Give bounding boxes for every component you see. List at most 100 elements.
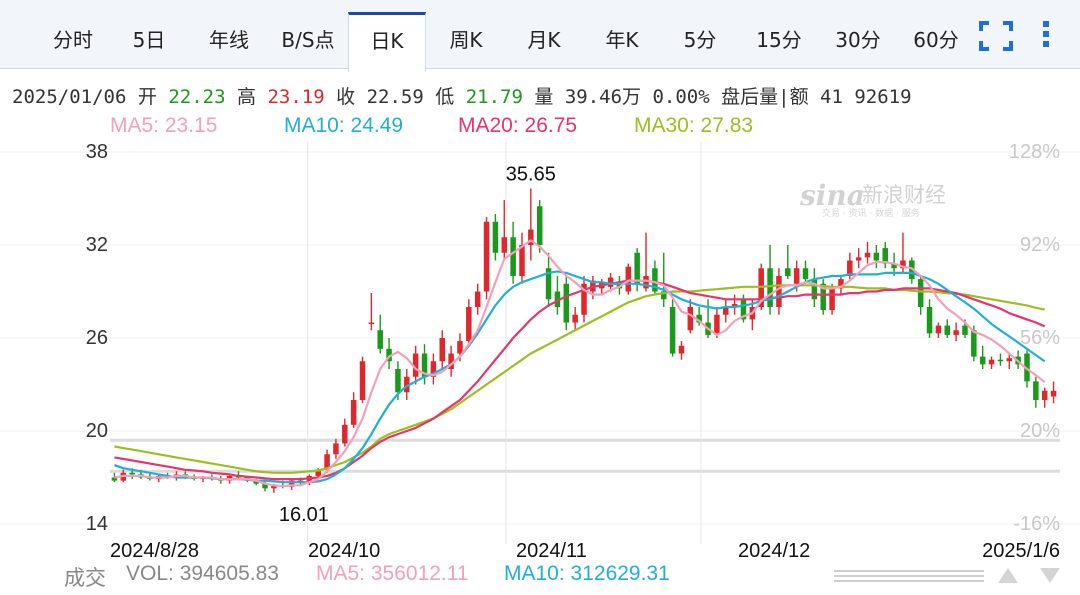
info-high: 23.19 xyxy=(267,86,325,108)
candle-body xyxy=(333,443,339,455)
candle-body xyxy=(900,260,906,269)
candle-body xyxy=(988,359,995,365)
watermark-sub: 交易 · 资讯 · 数据 · 服务 xyxy=(822,207,920,219)
sina-watermark: sina 新浪财经 交易 · 资讯 · 数据 · 服务 xyxy=(799,179,946,219)
candle-body xyxy=(377,330,383,349)
candle-body xyxy=(395,369,401,393)
candle-body xyxy=(669,307,676,354)
tab-monthly-k[interactable]: 月K xyxy=(527,28,561,52)
volume-scroll-dots xyxy=(834,570,984,582)
candle-body xyxy=(1024,353,1030,382)
x-tick-label: 2025/1/6 xyxy=(982,540,1060,562)
candle-body xyxy=(510,237,516,276)
candle-body xyxy=(572,314,578,323)
candle-body xyxy=(731,303,738,307)
candle-body xyxy=(634,252,640,284)
y-tick-label: 32 xyxy=(86,234,108,256)
scroll-up-icon[interactable] xyxy=(996,565,1020,585)
candle-body xyxy=(359,361,366,400)
period-tab-bar: 分时 5日 年线 B/S点 日K 周K 月K 年K 5分 15分 30分 60分 xyxy=(0,0,1080,72)
ohlc-info-row: 2025/01/06 开 22.23 高 23.19 收 22.59 低 21.… xyxy=(12,82,912,109)
candle-body xyxy=(1006,358,1013,362)
info-after-value: 41 92619 xyxy=(820,86,912,108)
y-pct-label: -16% xyxy=(1013,513,1060,535)
min-price-annotation: 16.01 xyxy=(279,504,329,526)
volume-value: VOL: 394605.83 xyxy=(126,562,279,585)
candle-body xyxy=(767,268,773,307)
tab-yearline[interactable]: 年线 xyxy=(209,28,249,52)
candle-body xyxy=(501,237,508,253)
tab-15min[interactable]: 15分 xyxy=(756,28,802,52)
candle-body xyxy=(315,469,321,476)
candle-body xyxy=(483,221,490,292)
more-options-icon[interactable] xyxy=(1036,16,1056,52)
candle-body xyxy=(448,353,454,369)
tab-daily-k[interactable]: 日K xyxy=(348,12,426,72)
candle-body xyxy=(262,483,268,489)
candle-body xyxy=(776,276,782,307)
tab-bs-points[interactable]: B/S点 xyxy=(281,28,335,52)
candle-body xyxy=(997,359,1004,362)
candle-body xyxy=(696,314,702,323)
candle-body xyxy=(563,283,570,323)
candle-body xyxy=(519,245,525,276)
tab-5min[interactable]: 5分 xyxy=(683,28,717,52)
candle-body xyxy=(1033,381,1039,400)
info-low: 21.79 xyxy=(465,86,523,108)
x-tick-label: 2024/12 xyxy=(738,540,810,562)
ma30-legend: MA30: 27.83 xyxy=(634,114,754,137)
info-change: 0.00% xyxy=(652,86,710,108)
info-vol: 39.46万 xyxy=(564,86,642,108)
ma-line-ma10 xyxy=(114,270,1046,484)
info-close-label: 收 xyxy=(336,86,356,108)
candle-body xyxy=(811,279,818,300)
tab-5day[interactable]: 5日 xyxy=(132,28,166,52)
y-tick-label: 38 xyxy=(86,141,108,163)
candle-body xyxy=(926,307,933,334)
y-pct-label: 128% xyxy=(1009,141,1060,163)
candle-body xyxy=(962,325,968,335)
candle-body xyxy=(430,361,437,377)
info-low-label: 低 xyxy=(435,86,455,108)
scroll-down-icon[interactable] xyxy=(1038,565,1062,585)
ma-line-ma30 xyxy=(114,284,1045,474)
candle-body xyxy=(625,266,632,292)
candle-body xyxy=(829,288,835,311)
candle-body xyxy=(660,291,667,300)
volume-ma10: MA10: 312629.31 xyxy=(504,562,670,585)
info-vol-label: 量 xyxy=(534,86,554,108)
candle-body xyxy=(342,424,348,444)
candle-body xyxy=(554,291,561,307)
volume-ma5: MA5: 356012.11 xyxy=(316,562,469,585)
candle-body xyxy=(368,322,375,324)
candle-body xyxy=(740,299,747,320)
candle-body xyxy=(439,338,445,362)
y-tick-label: 20 xyxy=(86,420,108,442)
fullscreen-icon[interactable] xyxy=(978,20,1014,52)
axis-labels: 38 32 26 20 14 128% 92% 56% 20% -16% 2024/8/28 2024… xyxy=(86,141,1060,562)
ma20-legend: MA20: 26.75 xyxy=(458,114,578,137)
candle-body xyxy=(386,348,392,362)
candle-body xyxy=(404,376,410,393)
y-pct-label: 56% xyxy=(1020,327,1060,349)
tab-yearly-k[interactable]: 年K xyxy=(605,28,639,52)
candle-body xyxy=(1050,390,1057,397)
y-tick-label: 14 xyxy=(86,513,108,535)
tab-weekly-k[interactable]: 周K xyxy=(449,28,483,52)
candle-body xyxy=(864,252,871,258)
ma5-legend: MA5: 23.15 xyxy=(110,114,218,137)
tab-60min[interactable]: 60分 xyxy=(913,28,959,52)
max-price-annotation: 35.65 xyxy=(506,163,556,185)
candle-body xyxy=(793,268,800,284)
candle-body xyxy=(643,276,649,289)
candle-body xyxy=(909,260,915,280)
candle-body xyxy=(953,330,959,335)
candle-body xyxy=(873,252,880,261)
tab-fenshi[interactable]: 分时 xyxy=(53,28,93,52)
watermark-brand: sina xyxy=(799,179,865,212)
candle-body xyxy=(785,268,791,276)
candle-body xyxy=(714,314,720,335)
candle-body xyxy=(855,257,862,261)
tab-30min[interactable]: 30分 xyxy=(835,28,881,52)
